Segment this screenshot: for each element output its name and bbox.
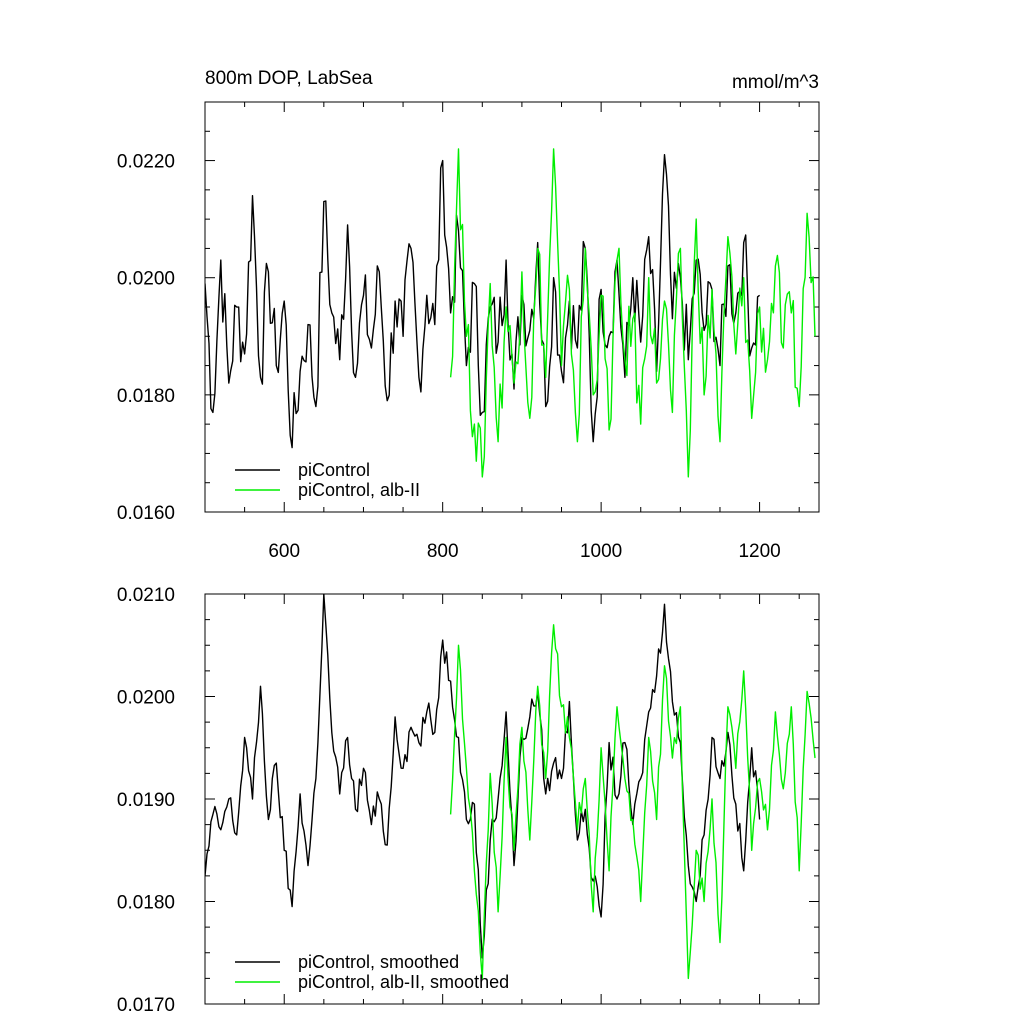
y-tick-label: 0.0160 xyxy=(117,503,175,524)
x-tick-label: 1000 xyxy=(580,541,622,562)
plot-frame xyxy=(204,593,820,1005)
y-tick-label: 0.0210 xyxy=(117,585,175,606)
y-tick-label: 0.0200 xyxy=(117,269,175,290)
y-tick-label: 0.0220 xyxy=(117,152,175,173)
series-line-picontrol-alb-ii xyxy=(449,624,816,980)
x-tick-label: 800 xyxy=(427,541,459,562)
x-tick-label: 1200 xyxy=(738,541,780,562)
series-line-picontrol-alb-ii xyxy=(449,148,816,478)
series-line-picontrol xyxy=(205,594,761,959)
units-label: mmol/m^3 xyxy=(732,72,819,93)
legend-label: piControl, smoothed xyxy=(298,952,459,972)
y-tick-label: 0.0200 xyxy=(117,688,175,709)
series-line-picontrol xyxy=(205,154,761,449)
chart-title: 800m DOP, LabSea xyxy=(205,68,373,89)
top-panel: 600 800 1000 1200 0.0160 0.0180 0.0200 0.0220 80… xyxy=(117,68,820,562)
y-tick-label: 0.0180 xyxy=(117,893,175,914)
legend-label: piControl, alb-II, smoothed xyxy=(298,972,509,992)
y-tick-label: 0.0180 xyxy=(117,386,175,407)
y-tick-label: 0.0190 xyxy=(117,790,175,811)
legend-label: piControl xyxy=(298,460,370,480)
y-tick-label: 0.0170 xyxy=(117,995,175,1016)
x-tick-label: 600 xyxy=(268,541,300,562)
bottom-panel: 0.0170 0.0180 0.0190 0.0200 0.0210 piControl,… xyxy=(117,585,820,1016)
legend-label: piControl, alb-II xyxy=(298,480,420,500)
